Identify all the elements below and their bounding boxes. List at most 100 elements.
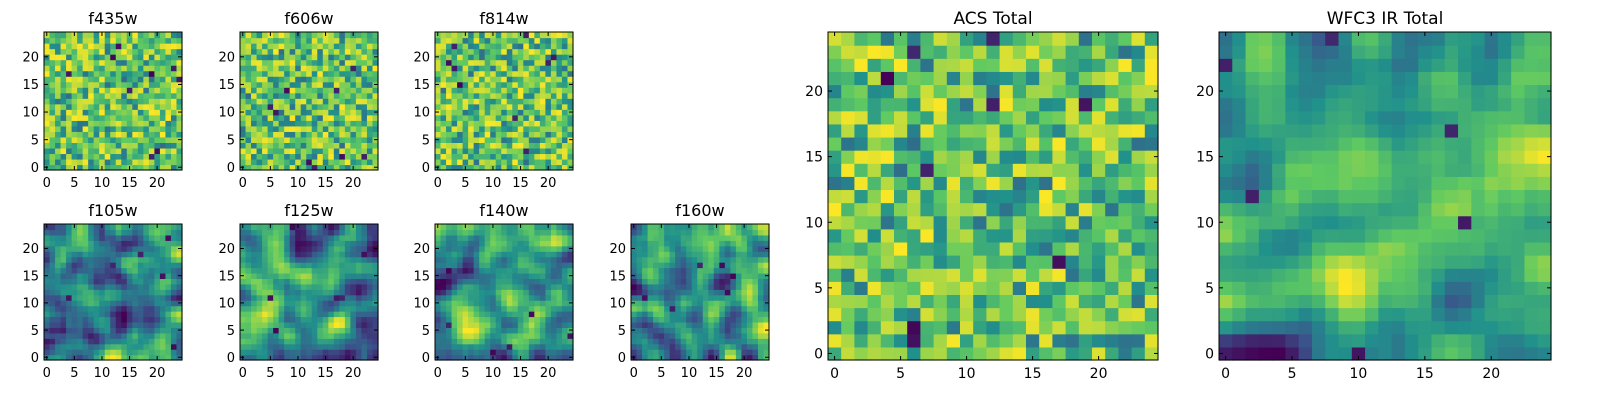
- heatmap-cell: [273, 262, 280, 269]
- heatmap-cell: [446, 256, 453, 263]
- heatmap-cell: [262, 92, 269, 99]
- heatmap-cell: [256, 321, 263, 328]
- heatmap-cell: [104, 300, 111, 307]
- heatmap-cell: [854, 333, 869, 348]
- heatmap-cell: [440, 43, 447, 50]
- heatmap-cell: [115, 311, 122, 318]
- heatmap-cell: [322, 109, 329, 116]
- heatmap-cell: [1118, 281, 1133, 295]
- heatmap-cell: [724, 289, 731, 296]
- heatmap-cell: [512, 81, 519, 88]
- heatmap-cell: [545, 120, 552, 127]
- heatmap-cell: [137, 343, 144, 350]
- heatmap-cell: [501, 278, 508, 285]
- heatmap-cell: [273, 349, 280, 356]
- heatmap-cell: [451, 338, 458, 345]
- heatmap-cell: [675, 278, 682, 285]
- heatmap-cell: [361, 300, 368, 307]
- heatmap-cell: [880, 176, 895, 191]
- heatmap-cell: [1131, 268, 1146, 282]
- heatmap-cell: [680, 229, 687, 236]
- heatmap-cell: [256, 125, 263, 132]
- heatmap-cell: [44, 240, 51, 247]
- heatmap-cell: [561, 354, 569, 361]
- heatmap-cell: [115, 92, 122, 99]
- heatmap-cell: [350, 316, 357, 323]
- heatmap-cell: [1131, 163, 1146, 177]
- heatmap-cell: [517, 278, 524, 285]
- heatmap-cell: [240, 338, 247, 345]
- heatmap-cell: [457, 65, 464, 72]
- heatmap-cell: [708, 262, 715, 269]
- heatmap-cell: [763, 224, 770, 231]
- heatmap-cell: [686, 300, 693, 307]
- heatmap-cell: [724, 338, 731, 345]
- heatmap-cell: [1078, 255, 1093, 269]
- heatmap-cell: [534, 229, 541, 236]
- heatmap-cell: [295, 245, 302, 252]
- heatmap-cell: [697, 354, 704, 361]
- heatmap-cell: [165, 153, 172, 160]
- heatmap-cell: [339, 240, 346, 247]
- heatmap-cell: [686, 294, 693, 301]
- heatmap-cell: [490, 81, 497, 88]
- heatmap-cell: [1092, 215, 1106, 230]
- heatmap-cell: [691, 229, 698, 236]
- heatmap-cell: [121, 59, 128, 66]
- heatmap-cell: [435, 332, 442, 339]
- heatmap-cell: [724, 305, 731, 312]
- heatmap-cell: [121, 147, 128, 155]
- heatmap-cell: [317, 76, 324, 83]
- heatmap-cell: [763, 311, 770, 318]
- heatmap-cell: [462, 316, 469, 323]
- heatmap-cell: [126, 283, 133, 290]
- heatmap-cell: [339, 278, 346, 285]
- heatmap-cell: [278, 81, 285, 88]
- heatmap-cell: [752, 332, 759, 339]
- heatmap-cell: [82, 147, 89, 155]
- panel-title: f125w: [284, 201, 333, 220]
- heatmap-cell: [278, 164, 285, 171]
- heatmap-cell: [148, 283, 155, 290]
- heatmap-cell: [339, 81, 346, 88]
- heatmap-cell: [752, 262, 759, 269]
- heatmap-cell: [256, 354, 263, 361]
- heatmap-cell: [730, 245, 737, 252]
- heatmap-cell: [446, 158, 453, 166]
- heatmap-cell: [361, 32, 368, 39]
- heatmap-cell: [495, 262, 502, 269]
- heatmap-cell: [550, 43, 558, 50]
- heatmap-cell: [440, 114, 447, 121]
- heatmap-cell: [344, 311, 351, 318]
- heatmap-cell: [317, 278, 324, 285]
- heatmap-cell: [300, 224, 307, 231]
- heatmap-cell: [1078, 307, 1093, 322]
- heatmap-cell: [973, 294, 987, 309]
- heatmap-cell: [484, 262, 491, 269]
- heatmap-cell: [446, 234, 453, 241]
- heatmap-cell: [99, 136, 106, 143]
- heatmap-cell: [495, 92, 502, 99]
- heatmap-cell: [121, 98, 128, 105]
- heatmap-cell: [473, 294, 480, 301]
- heatmap-cell: [647, 338, 654, 345]
- heatmap-cell: [289, 92, 296, 99]
- heatmap-cell: [556, 311, 563, 318]
- heatmap-cell: [148, 87, 155, 94]
- heatmap-cell: [240, 87, 247, 94]
- heatmap-cell: [653, 229, 660, 236]
- heatmap-cell: [867, 189, 882, 204]
- heatmap-cell: [132, 321, 139, 328]
- heatmap-cell: [311, 234, 318, 241]
- heatmap-cell: [440, 234, 447, 241]
- heatmap-cell: [894, 202, 908, 217]
- heatmap-cell: [49, 327, 56, 334]
- heatmap-cell: [697, 332, 704, 339]
- heatmap-cell: [93, 224, 100, 231]
- heatmap-cell: [1052, 320, 1067, 335]
- heatmap-cell: [528, 311, 535, 318]
- heatmap-cell: [333, 245, 340, 252]
- heatmap-cell: [986, 320, 1001, 335]
- heatmap-cell: [278, 300, 285, 307]
- heatmap-cell: [1144, 268, 1159, 282]
